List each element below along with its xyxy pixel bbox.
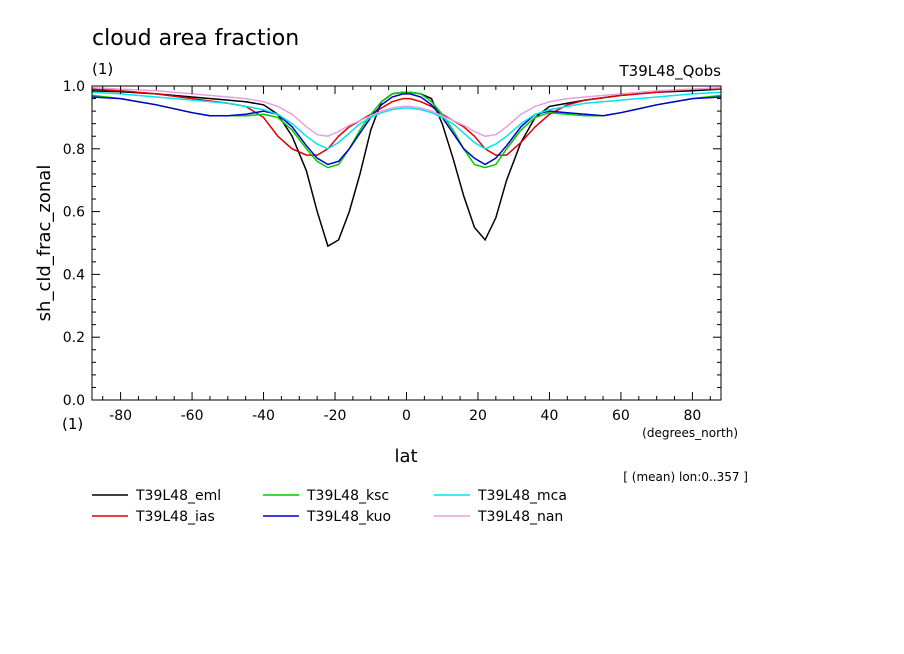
x-tick-label: -60 [181, 408, 204, 424]
legend-label-T39L48_nan: T39L48_nan [477, 509, 563, 525]
x-tick-label: -40 [252, 408, 275, 424]
x-axis-label: lat [394, 446, 417, 467]
legend-label-T39L48_mca: T39L48_mca [477, 488, 567, 504]
series-line-T39L48_kuo [91, 93, 722, 166]
y-axis-label: sh_cld_frac_zonal [34, 165, 55, 322]
x-axis-units: (degrees_north) [642, 426, 738, 440]
x-tick-label: 60 [612, 408, 630, 424]
series-line-T39L48_nan [91, 86, 722, 137]
y-tick-label: 0.2 [63, 330, 85, 346]
series-line-T39L48_mca [91, 91, 722, 150]
series-line-T39L48_eml [91, 88, 722, 248]
plot-lines [91, 86, 722, 248]
x-tick-label: -80 [109, 408, 132, 424]
y-tick-label: 1.0 [63, 79, 85, 95]
experiment-label: T39L48_Qobs [618, 62, 721, 81]
x-tick-label: 20 [469, 408, 487, 424]
axis-ticks: -80 -60 -40 -20 0 20 40 60 80 0.0 0.2 0.4 0.6 0.8 1.0 [63, 79, 721, 424]
legend-label-T39L48_ias: T39L48_ias [135, 509, 215, 525]
y-tick-label: 0.6 [63, 205, 85, 221]
units-label: (1) [92, 60, 113, 78]
x-tick-label: 0 [402, 408, 411, 424]
series-line-T39L48_ksc [91, 91, 722, 169]
legend-label-T39L48_kuo: T39L48_kuo [306, 509, 391, 525]
legend-label-T39L48_ksc: T39L48_ksc [306, 488, 389, 504]
plot-frame [91, 85, 722, 401]
legend: T39L48_eml T39L48_ias T39L48_ksc T39L48_kuo… [92, 488, 567, 525]
x-tick-label: 80 [683, 408, 701, 424]
chart-title: cloud area fraction [92, 26, 299, 51]
y-tick-label: 0.0 [63, 393, 85, 409]
legend-label-T39L48_eml: T39L48_eml [135, 488, 221, 504]
x-tick-label: -20 [324, 408, 347, 424]
y-axis-units: (1) [62, 415, 83, 433]
x-tick-label: 40 [541, 408, 559, 424]
y-tick-label: 0.4 [63, 267, 85, 283]
y-tick-label: 0.8 [63, 142, 85, 158]
series-line-T39L48_ias [91, 88, 721, 156]
averaging-note: [ (mean) lon:0..357 ] [623, 470, 748, 484]
